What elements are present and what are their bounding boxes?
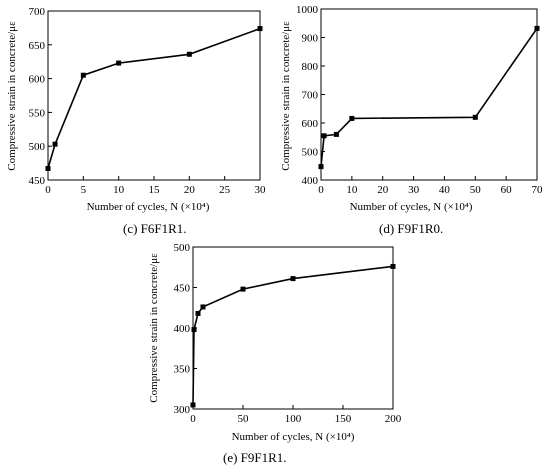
y-tick-label: 700 bbox=[302, 90, 319, 102]
y-axis-label: Compressive strain in concrete/με bbox=[6, 21, 18, 171]
data-point-marker bbox=[195, 310, 201, 316]
x-tick-label: 30 bbox=[255, 184, 267, 196]
x-tick-label: 100 bbox=[285, 413, 302, 425]
x-tick-label: 0 bbox=[318, 184, 324, 196]
y-tick-label: 450 bbox=[174, 283, 191, 295]
data-point-marker bbox=[240, 286, 246, 292]
data-point-marker bbox=[186, 51, 192, 57]
x-tick-label: 70 bbox=[532, 184, 544, 196]
data-point-marker bbox=[80, 72, 86, 78]
data-point-marker bbox=[534, 25, 540, 31]
y-tick-label: 400 bbox=[302, 175, 319, 187]
y-tick-label: 1000 bbox=[296, 4, 319, 16]
chart-caption-d: (d) F9F1R0. bbox=[379, 221, 444, 236]
y-tick-label: 600 bbox=[302, 118, 319, 130]
x-tick-label: 150 bbox=[335, 413, 352, 425]
chart-panel-e: 0 50 100 150 200 300 350 400 450 500 Number of cyc… bbox=[130, 238, 420, 469]
chart-caption-c: (c) F6F1R1. bbox=[123, 221, 187, 236]
data-point-marker bbox=[290, 276, 296, 282]
series-line bbox=[320, 27, 538, 167]
x-tick-label: 40 bbox=[439, 184, 451, 196]
series-line bbox=[192, 265, 394, 405]
plot-frame bbox=[320, 8, 538, 181]
y-tick-label: 900 bbox=[302, 33, 319, 45]
y-tick-label: 400 bbox=[174, 323, 191, 335]
data-point-marker bbox=[472, 114, 478, 120]
chart-e: 0 50 100 150 200 300 350 400 450 500 Number of cyc… bbox=[148, 242, 402, 443]
data-point-marker bbox=[257, 26, 263, 32]
data-point-marker bbox=[333, 131, 339, 137]
data-point-marker bbox=[116, 60, 122, 66]
y-axis-label: Compressive strain in concrete/με bbox=[280, 21, 292, 171]
x-tick-label: 10 bbox=[113, 184, 125, 196]
y-tick-label: 700 bbox=[29, 6, 46, 18]
data-point-marker bbox=[45, 166, 51, 172]
data-point-marker bbox=[190, 402, 196, 408]
y-axis-label: Compressive strain in concrete/με bbox=[148, 253, 160, 403]
series-line bbox=[47, 27, 261, 169]
x-axis-label: Number of cycles, N (×10⁴) bbox=[232, 431, 355, 443]
y-tick-label: 500 bbox=[29, 141, 46, 153]
x-tick-label: 10 bbox=[346, 184, 358, 196]
y-tick-label: 650 bbox=[29, 40, 46, 52]
x-tick-label: 0 bbox=[45, 184, 51, 196]
y-tick-label: 350 bbox=[174, 364, 191, 376]
y-tick-label: 600 bbox=[29, 74, 46, 86]
x-tick-label: 50 bbox=[238, 413, 250, 425]
x-tick-label: 200 bbox=[385, 413, 402, 425]
x-tick-label: 5 bbox=[81, 184, 87, 196]
data-point-marker bbox=[52, 141, 58, 147]
x-axis-label: Number of cycles, N (×10⁴) bbox=[350, 201, 473, 213]
data-point-marker bbox=[321, 133, 327, 139]
chart-c: 0 5 10 15 20 25 30 450 500 550 600 650 700 Number of … bbox=[6, 6, 267, 213]
plot-frame bbox=[192, 246, 394, 410]
x-axis-label: Number of cycles, N (×10⁴) bbox=[87, 201, 210, 213]
chart-caption-e: (e) F9F1R1. bbox=[223, 450, 287, 465]
data-point-marker bbox=[390, 263, 396, 269]
data-point-marker bbox=[200, 304, 206, 310]
plot-frame bbox=[47, 10, 261, 181]
x-tick-label: 15 bbox=[149, 184, 161, 196]
x-tick-label: 0 bbox=[190, 413, 196, 425]
y-tick-label: 450 bbox=[29, 175, 46, 187]
x-tick-label: 25 bbox=[219, 184, 231, 196]
y-tick-label: 500 bbox=[302, 147, 319, 159]
x-tick-label: 20 bbox=[377, 184, 389, 196]
chart-panel-d: 0 10 20 30 40 50 60 70 400 500 600 700 800 900 1000 Num… bbox=[275, 0, 550, 236]
x-tick-label: 30 bbox=[408, 184, 420, 196]
y-tick-label: 550 bbox=[29, 107, 46, 119]
chart-panel-c: 0 5 10 15 20 25 30 450 500 550 600 650 700 Number of … bbox=[0, 0, 275, 236]
chart-d: 0 10 20 30 40 50 60 70 400 500 600 700 800 900 1000 Num… bbox=[280, 4, 544, 213]
x-tick-label: 20 bbox=[184, 184, 196, 196]
data-point-marker bbox=[349, 115, 355, 121]
y-tick-label: 800 bbox=[302, 61, 319, 73]
y-tick-label: 300 bbox=[174, 404, 191, 416]
y-tick-label: 500 bbox=[174, 242, 191, 254]
data-point-marker bbox=[318, 164, 324, 170]
x-tick-label: 60 bbox=[501, 184, 512, 196]
x-tick-label: 50 bbox=[470, 184, 482, 196]
data-point-marker bbox=[191, 327, 197, 333]
